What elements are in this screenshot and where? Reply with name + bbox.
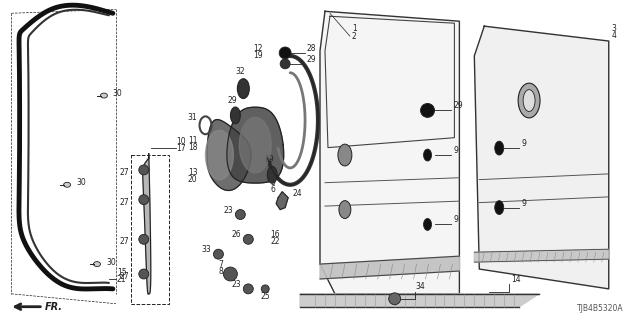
Text: 19: 19 — [253, 51, 263, 60]
Polygon shape — [300, 294, 539, 307]
Text: 3: 3 — [612, 24, 616, 33]
Ellipse shape — [495, 141, 504, 155]
Text: 34: 34 — [415, 282, 426, 291]
Ellipse shape — [523, 90, 535, 111]
Polygon shape — [227, 107, 284, 183]
Text: 21: 21 — [117, 275, 126, 284]
Ellipse shape — [100, 93, 108, 98]
Text: 30: 30 — [76, 178, 86, 187]
Text: 29: 29 — [228, 97, 237, 106]
Text: 15: 15 — [117, 268, 127, 277]
Circle shape — [279, 47, 291, 59]
Text: 23: 23 — [232, 280, 241, 289]
Polygon shape — [320, 256, 460, 279]
Circle shape — [388, 293, 401, 305]
Text: 30: 30 — [106, 258, 116, 267]
Text: 6: 6 — [270, 185, 275, 194]
Circle shape — [139, 234, 148, 244]
Text: 1: 1 — [352, 24, 356, 33]
Ellipse shape — [339, 201, 351, 219]
Text: 29: 29 — [453, 101, 463, 110]
Polygon shape — [474, 26, 609, 289]
Circle shape — [261, 285, 269, 293]
Polygon shape — [474, 249, 609, 262]
Text: 33: 33 — [202, 245, 211, 254]
Text: 26: 26 — [232, 230, 241, 239]
Ellipse shape — [93, 262, 100, 267]
Circle shape — [223, 267, 237, 281]
Ellipse shape — [237, 79, 250, 99]
Text: 12: 12 — [253, 44, 263, 53]
Text: 9: 9 — [521, 139, 526, 148]
Text: 5: 5 — [270, 178, 275, 187]
Polygon shape — [205, 130, 234, 180]
Text: FR.: FR. — [45, 302, 63, 312]
Text: TJB4B5320A: TJB4B5320A — [577, 304, 623, 313]
Circle shape — [139, 165, 148, 175]
Text: 27: 27 — [119, 198, 129, 207]
Ellipse shape — [518, 83, 540, 118]
Text: 25: 25 — [260, 292, 270, 301]
Circle shape — [139, 269, 148, 279]
Text: 22: 22 — [270, 237, 280, 246]
Text: 11: 11 — [188, 136, 198, 145]
Ellipse shape — [495, 201, 504, 214]
Text: 17: 17 — [177, 144, 186, 153]
Circle shape — [420, 103, 435, 117]
Circle shape — [139, 195, 148, 204]
Text: 16: 16 — [270, 230, 280, 239]
Text: 29: 29 — [306, 55, 316, 64]
Ellipse shape — [230, 107, 241, 124]
Ellipse shape — [338, 144, 352, 166]
Text: 24: 24 — [292, 189, 301, 198]
Text: 23: 23 — [224, 205, 234, 214]
Text: 9: 9 — [453, 146, 458, 155]
Text: 9: 9 — [521, 199, 526, 208]
Text: 27: 27 — [119, 168, 129, 177]
Polygon shape — [239, 117, 271, 173]
Text: 30: 30 — [113, 89, 123, 98]
Ellipse shape — [424, 219, 431, 230]
Text: 29: 29 — [264, 155, 274, 164]
Text: 10: 10 — [177, 137, 186, 146]
Text: 8: 8 — [219, 267, 223, 276]
Text: 7: 7 — [218, 260, 223, 269]
Text: 2: 2 — [352, 32, 356, 41]
Polygon shape — [276, 192, 288, 210]
Text: 20: 20 — [188, 175, 198, 184]
Polygon shape — [207, 120, 251, 190]
Ellipse shape — [424, 149, 431, 161]
Text: 4: 4 — [612, 31, 616, 40]
Circle shape — [243, 234, 253, 244]
Bar — [131, 155, 169, 304]
Text: 27: 27 — [119, 237, 129, 246]
Text: 31: 31 — [187, 113, 196, 122]
Circle shape — [243, 284, 253, 294]
Text: 13: 13 — [188, 168, 198, 177]
Text: 27: 27 — [119, 272, 129, 281]
Polygon shape — [320, 11, 460, 294]
Ellipse shape — [268, 166, 277, 183]
Circle shape — [280, 59, 290, 69]
Circle shape — [236, 210, 245, 220]
Text: 28: 28 — [306, 44, 316, 53]
Ellipse shape — [63, 182, 70, 187]
Text: 18: 18 — [188, 143, 198, 152]
Circle shape — [214, 249, 223, 259]
Text: 14: 14 — [511, 275, 521, 284]
Text: 9: 9 — [453, 215, 458, 224]
Polygon shape — [143, 154, 151, 294]
Text: 32: 32 — [236, 67, 245, 76]
